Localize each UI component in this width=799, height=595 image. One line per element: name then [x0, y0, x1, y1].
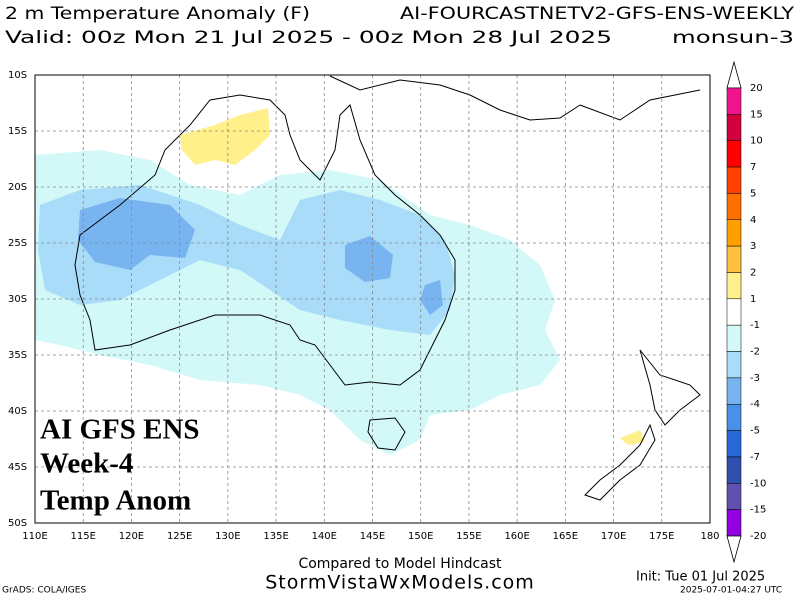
tasmania-outline — [367, 417, 406, 451]
colorbar-label: 15 — [750, 109, 763, 120]
lon-label: 130E — [215, 531, 240, 542]
footer-init: Init: Tue 01 Jul 2025 — [636, 570, 765, 585]
lon-label: 175E — [649, 531, 674, 542]
overlay-line: Week-4 — [40, 448, 133, 480]
colorbar-label: -3 — [750, 373, 760, 384]
valid-time: Valid: 00z Mon 21 Jul 2025 - 00z Mon 28 … — [5, 28, 612, 48]
colorbar-swatch — [726, 430, 742, 458]
lat-label: 35S — [8, 350, 27, 361]
colorbar-label: 20 — [750, 83, 763, 94]
lat-label: 25S — [8, 238, 27, 249]
colorbar-swatch — [726, 87, 742, 115]
shade-minus3-west — [78, 198, 195, 270]
shade-plus1-nz — [620, 430, 645, 445]
colorbar-label: 7 — [750, 162, 756, 173]
footer-credit: GrADS: COLA/IGES — [2, 586, 86, 595]
colorbar-label: -7 — [750, 452, 760, 463]
colorbar-label: -4 — [750, 399, 760, 410]
colorbar-swatch — [726, 298, 742, 326]
colorbar-label: 5 — [750, 188, 756, 199]
australia-outline — [74, 94, 456, 386]
lon-label: 170E — [601, 531, 626, 542]
lon-label: 115E — [71, 531, 96, 542]
lat-label: 20S — [8, 182, 27, 193]
lon-label: 145E — [360, 531, 385, 542]
lon-label: 160E — [504, 531, 529, 542]
grid — [35, 75, 710, 523]
colorbar-label: -2 — [750, 347, 760, 358]
title: 2 m Temperature Anomaly (F) — [5, 4, 310, 24]
lon-label: 110E — [22, 531, 47, 542]
lon-label: 140E — [312, 531, 337, 542]
lat-label: 40S — [8, 406, 27, 417]
colorbar-swatch — [726, 483, 742, 510]
colorbar-cap-bottom — [726, 535, 742, 564]
colorbar-swatch — [726, 272, 742, 300]
colorbar-label: -1 — [750, 320, 760, 331]
colorbar-swatch — [726, 193, 742, 221]
lon-label: 180 — [700, 531, 719, 542]
colorbar-swatch — [726, 377, 742, 405]
overlay-line: Temp Anom — [40, 485, 191, 517]
overlay-line: AI GFS ENS — [40, 414, 200, 446]
nz-north-outline — [639, 349, 701, 426]
lon-label: 120E — [119, 531, 144, 542]
lat-label: 15S — [8, 126, 27, 137]
colorbar-label: 10 — [750, 136, 763, 147]
colorbar-swatch — [726, 403, 742, 431]
map-area — [34, 74, 711, 524]
colorbar-label: 2 — [750, 267, 756, 278]
run-id: monsun-3 — [672, 28, 794, 48]
colorbar-swatch — [726, 114, 742, 141]
colorbar-swatch — [726, 140, 742, 168]
lon-label: 165E — [553, 531, 578, 542]
colorbar-cap-top — [726, 60, 742, 89]
colorbar-swatch — [726, 166, 742, 194]
lat-label: 45S — [8, 462, 27, 473]
colorbar-label: -20 — [750, 531, 766, 542]
colorbar-label: 1 — [750, 294, 756, 305]
colorbar-swatch — [726, 219, 742, 247]
shade-minus3-coast — [420, 280, 443, 315]
colorbar-label: -5 — [750, 426, 760, 437]
map-frame — [34, 74, 711, 524]
lon-label: 155E — [456, 531, 481, 542]
footer-timestamp: 2025-07-01-04:27 UTC — [680, 586, 782, 595]
colorbar-label: -15 — [750, 505, 766, 516]
png-outline — [329, 75, 581, 121]
colorbar — [726, 60, 742, 564]
footer-site: StormVistaWxModels.com — [265, 572, 535, 594]
contour-line — [579, 89, 701, 121]
shade-minus3-east — [345, 236, 393, 282]
lon-label: 150E — [408, 531, 433, 542]
lat-label: 30S — [8, 294, 27, 305]
colorbar-label: 3 — [750, 241, 756, 252]
lon-label: 135E — [263, 531, 288, 542]
colorbar-label: 4 — [750, 215, 756, 226]
colorbar-swatch — [726, 351, 742, 379]
colorbar-swatch — [726, 245, 742, 273]
lon-label: 125E — [167, 531, 192, 542]
colorbar-swatch — [726, 456, 742, 484]
lat-label: 10S — [8, 70, 27, 81]
shade-plus1 — [180, 108, 270, 165]
footer-note: Compared to Model Hindcast — [298, 556, 502, 572]
lat-label: 50S — [8, 518, 27, 529]
colorbar-swatch — [726, 509, 742, 537]
colorbar-label: -10 — [750, 478, 766, 489]
colorbar-swatch — [726, 324, 742, 352]
nz-south-outline — [584, 423, 656, 501]
model-name: AI-FOURCASTNETV2-GFS-ENS-WEEKLY — [400, 4, 795, 24]
